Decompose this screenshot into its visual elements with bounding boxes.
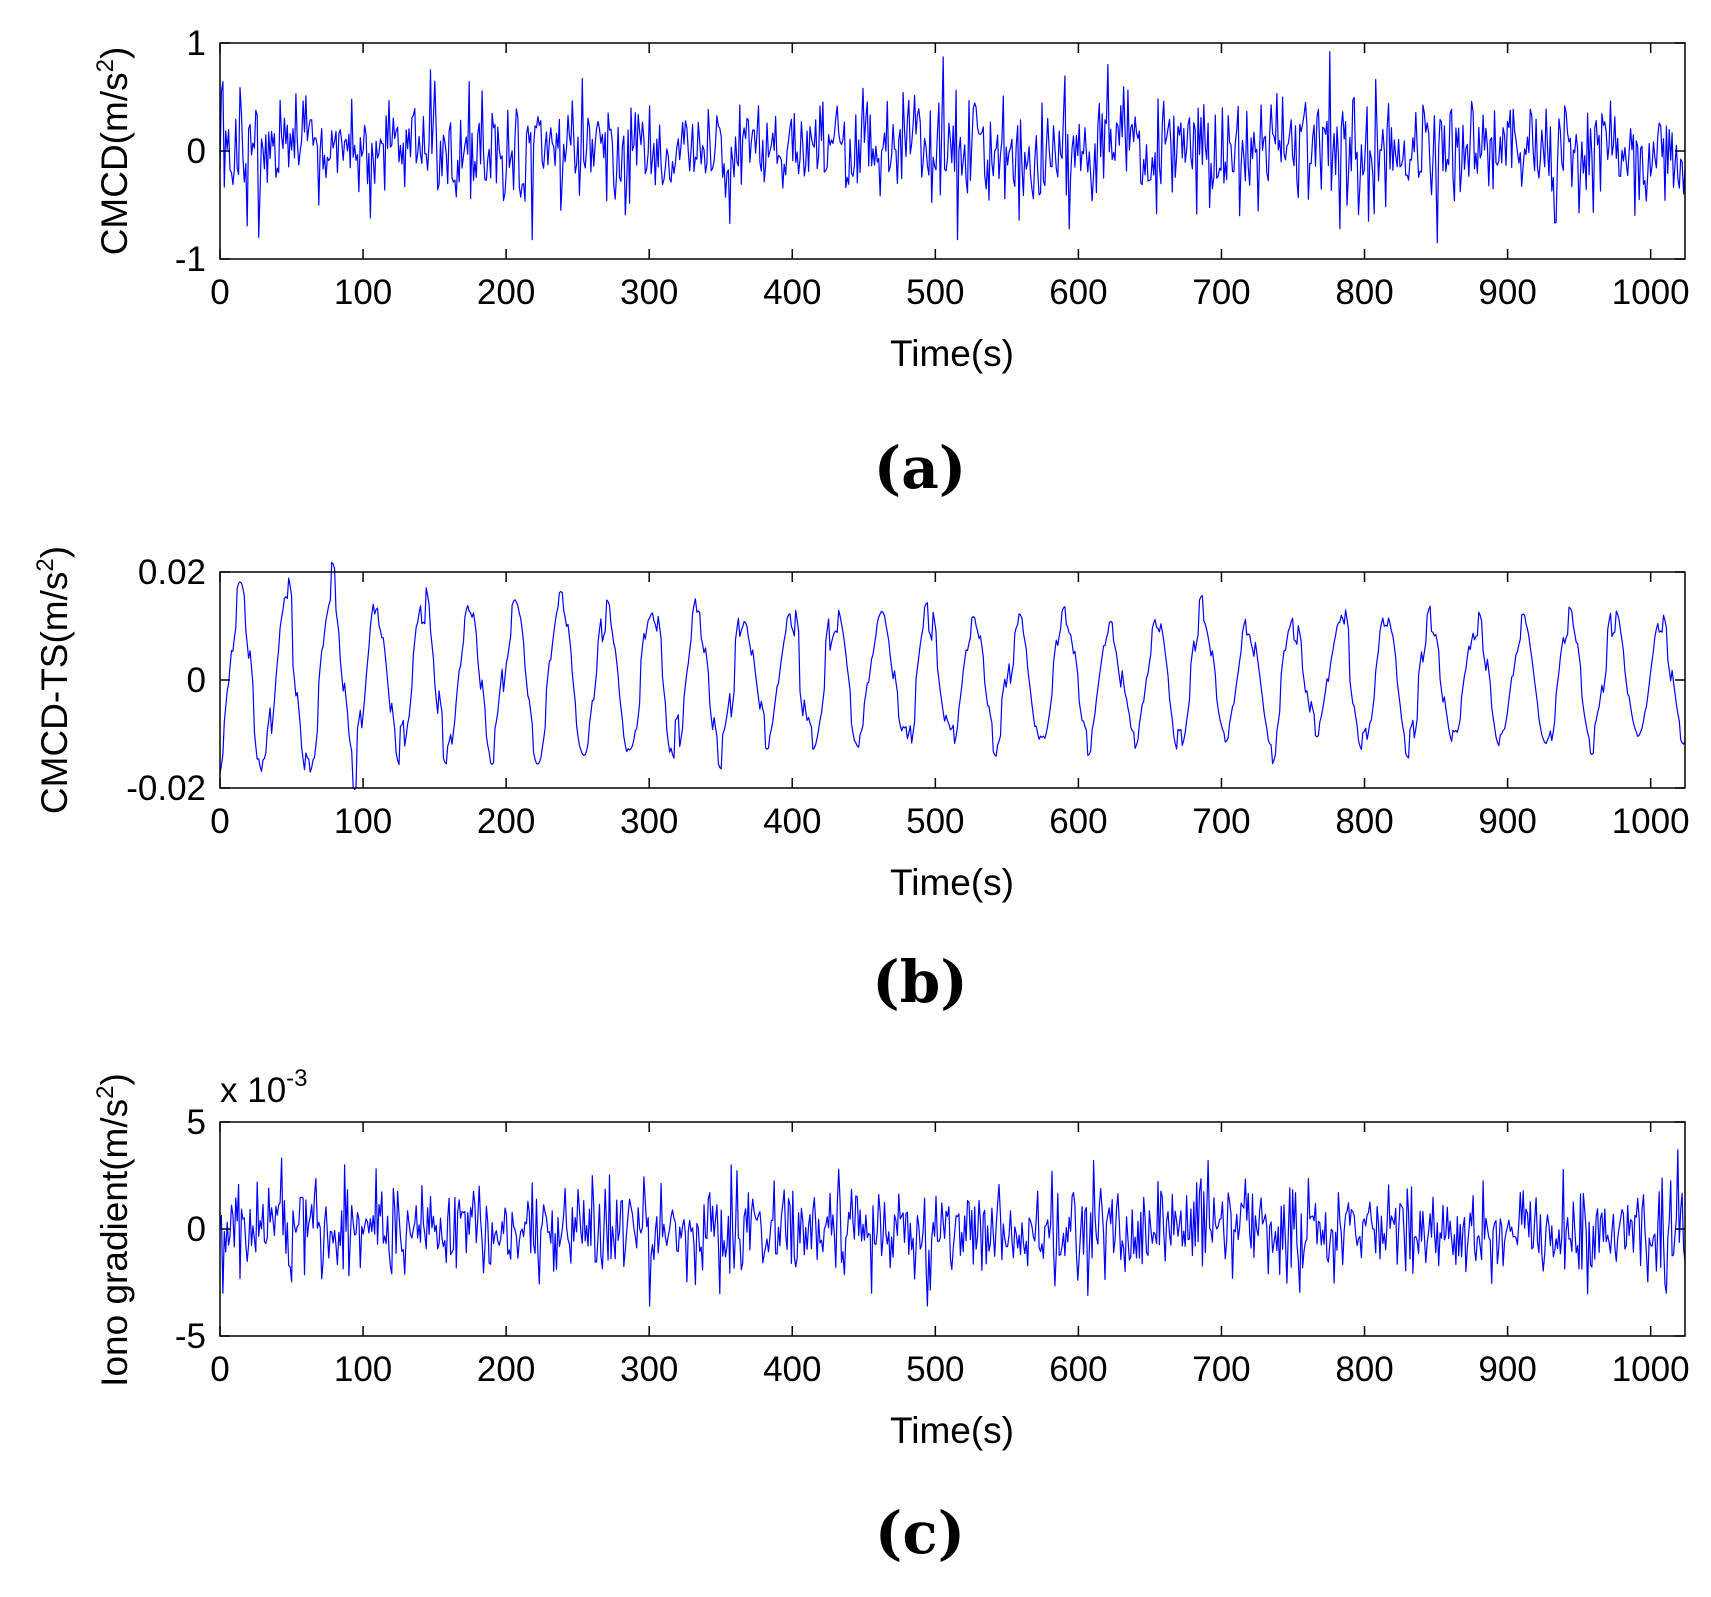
xlabel-b: Time(s) — [890, 862, 1014, 903]
panel-b: 0 100 200 300 400 500 600 700 800 900 1000-0.0200.… — [32, 546, 1690, 1016]
x-tick-label: 100 — [334, 273, 392, 312]
x-tick-label: 500 — [906, 802, 964, 841]
x-tick-label: 800 — [1335, 273, 1393, 312]
x-tick-label: 900 — [1478, 273, 1536, 312]
x-tick-label: 900 — [1478, 1350, 1536, 1389]
x-tick-label: 200 — [477, 1350, 535, 1389]
panel-a: 0 100 200 300 400 500 600 700 800 900 1000-101 Tim… — [92, 24, 1690, 502]
x-tick-label: 0 — [210, 1350, 229, 1389]
x-tick-label: 200 — [477, 802, 535, 841]
x-tick-label: 500 — [906, 1350, 964, 1389]
panel-label-c: (c) — [875, 1499, 965, 1567]
x-tick-label: 300 — [620, 802, 678, 841]
series-cmcd-line — [219, 50, 1686, 244]
y-tick-label: -1 — [175, 240, 206, 279]
y-tick-label: -0.02 — [126, 769, 206, 808]
axis-ticks-a: 0 100 200 300 400 500 600 700 800 900 1000-101 — [175, 24, 1690, 312]
x-tick-label: 1000 — [1612, 1350, 1690, 1389]
y-tick-label: -5 — [175, 1317, 206, 1356]
panel-label-a: (a) — [874, 434, 966, 502]
x-tick-label: 300 — [620, 273, 678, 312]
series-cmcd-ts-line — [219, 561, 1686, 791]
x-tick-label: 700 — [1192, 1350, 1250, 1389]
y-tick-label: 5 — [187, 1103, 206, 1142]
x-tick-label: 400 — [763, 1350, 821, 1389]
x-tick-label: 200 — [477, 273, 535, 312]
ylabel-b: CMCD-TS(m/s2) — [32, 546, 75, 814]
y-tick-label: 0.02 — [138, 553, 206, 592]
x-tick-label: 300 — [620, 1350, 678, 1389]
x-tick-label: 400 — [763, 802, 821, 841]
x-tick-label: 600 — [1049, 802, 1107, 841]
ylabel-a: CMCD(m/s2) — [92, 47, 135, 256]
x-tick-label: 600 — [1049, 273, 1107, 312]
panel-label-b: (b) — [872, 948, 967, 1016]
xlabel-c: Time(s) — [890, 1410, 1014, 1451]
y-scale-multiplier: x 10-3 — [220, 1065, 308, 1110]
y-tick-label: 0 — [187, 132, 206, 171]
panel-c: 0 100 200 300 400 500 600 700 800 900 1000-505 Tim… — [92, 1065, 1690, 1567]
x-tick-label: 500 — [906, 273, 964, 312]
x-tick-label: 100 — [334, 802, 392, 841]
xlabel-a: Time(s) — [890, 333, 1014, 374]
x-tick-label: 800 — [1335, 1350, 1393, 1389]
x-tick-label: 400 — [763, 273, 821, 312]
y-tick-label: 0 — [187, 661, 206, 700]
series-iono-gradient-line — [219, 1149, 1686, 1307]
x-tick-label: 0 — [210, 802, 229, 841]
axis-ticks-b: 0 100 200 300 400 500 600 700 800 900 1000-0.0200.… — [126, 553, 1689, 841]
x-tick-label: 700 — [1192, 802, 1250, 841]
x-tick-label: 700 — [1192, 273, 1250, 312]
x-tick-label: 1000 — [1612, 802, 1690, 841]
x-tick-label: 900 — [1478, 802, 1536, 841]
y-tick-label: 0 — [187, 1210, 206, 1249]
axis-ticks-c: 0 100 200 300 400 500 600 700 800 900 1000-505 — [175, 1103, 1690, 1389]
plot-frame-b — [219, 571, 1686, 789]
x-tick-label: 100 — [334, 1350, 392, 1389]
x-tick-label: 0 — [210, 273, 229, 312]
x-tick-label: 600 — [1049, 1350, 1107, 1389]
ylabel-c: Iono gradient(m/s2) — [92, 1073, 135, 1387]
x-tick-label: 1000 — [1612, 273, 1690, 312]
x-tick-label: 800 — [1335, 802, 1393, 841]
y-tick-label: 1 — [187, 24, 206, 63]
